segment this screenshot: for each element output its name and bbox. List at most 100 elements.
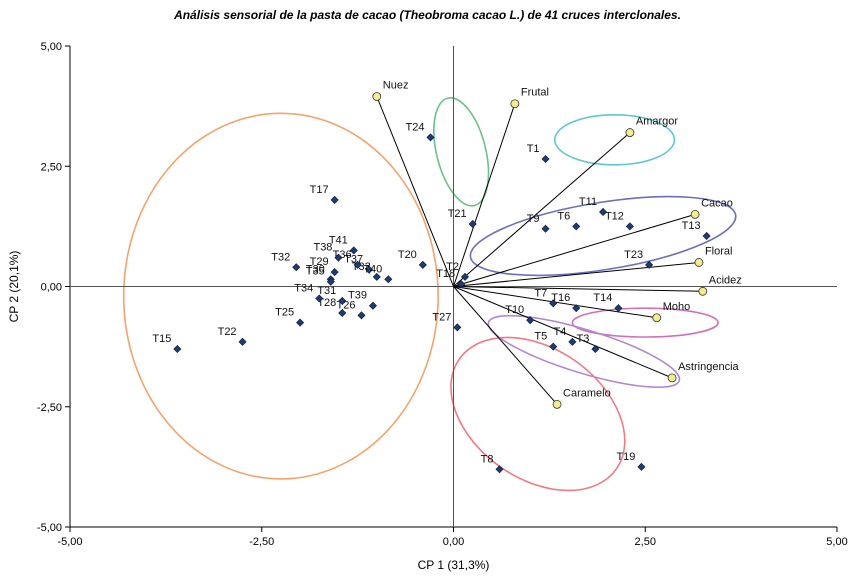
observation-point [368, 301, 377, 310]
observation-label: T31 [317, 285, 336, 297]
observation-label: T38 [313, 242, 332, 254]
observation-label: T14 [593, 292, 612, 304]
observation-points: T1 T2 T3 T4 T5 T6 T7 T8 T9 T10 T11 T12 T13 T14 T15 T16 T… [152, 121, 711, 474]
observation-label: T12 [605, 210, 624, 222]
observation-point [457, 280, 466, 289]
y-tick-label: 0,00 [41, 282, 62, 294]
variable-label: Nuez [383, 80, 409, 92]
observation-label: T22 [218, 326, 237, 338]
observation-point [173, 345, 182, 354]
observation-point [334, 253, 343, 262]
observation-point [637, 462, 646, 471]
observation-point [599, 207, 608, 216]
observation-label: T27 [432, 311, 451, 323]
chart-title-wrap: Análisis sensorial de la pasta de cacao … [0, 6, 855, 24]
variable-vector [453, 286, 703, 292]
observation-point [418, 260, 427, 269]
observation-point [330, 268, 339, 277]
observation-label: T4 [554, 326, 567, 338]
observation-label: T15 [152, 333, 171, 345]
observation-point [572, 222, 581, 231]
observation-point [315, 294, 324, 303]
observation-point [549, 299, 558, 308]
variable-point [552, 399, 562, 409]
group-ellipses [122, 97, 737, 492]
observation-point [453, 323, 462, 332]
variable-label: Floral [705, 245, 733, 257]
variable-label: Amargor [636, 116, 679, 128]
observation-label: T8 [481, 453, 494, 465]
observation-point [338, 296, 347, 305]
observation-label: T20 [398, 249, 417, 261]
observation-point [238, 337, 247, 346]
observation-label: T34 [294, 283, 313, 295]
variable-point [694, 258, 704, 267]
variable-point [698, 286, 708, 296]
variable-vectors [376, 96, 703, 405]
x-tick-label: 0,00 [443, 536, 464, 548]
variable-label: Cacao [701, 197, 733, 209]
variable-point [625, 128, 635, 137]
variable-point [372, 92, 382, 101]
variable-point [667, 373, 677, 383]
observation-point [568, 337, 577, 346]
observation-point [296, 318, 305, 327]
observation-label: T1 [527, 143, 540, 155]
chart-title: Análisis sensorial de la pasta de cacao … [174, 8, 681, 22]
variable-vector [453, 261, 699, 287]
observation-label: T35 [306, 266, 325, 278]
group-ellipse [122, 112, 439, 480]
observation-label: T2 [446, 261, 459, 273]
variable-label: Caramelo [563, 387, 611, 399]
observation-label: T25 [275, 307, 294, 319]
variable-label: Frutal [521, 87, 549, 99]
observation-label: T6 [557, 210, 570, 222]
group-ellipse [469, 195, 737, 277]
x-tick-label: -5,00 [57, 536, 82, 548]
axes: -5,00 -2,50 0,00 2,50 5,00 5,00 2,50 0,00 -2,50 -… [37, 41, 848, 548]
variable-vector [453, 132, 631, 287]
x-tick-label: 5,00 [826, 536, 847, 548]
variable-vector [453, 286, 558, 405]
variable-vector [453, 213, 696, 287]
group-ellipse [553, 113, 676, 166]
observation-point [353, 260, 362, 269]
observation-label: T9 [527, 213, 540, 225]
observation-point [460, 272, 470, 281]
variable-label: Astringencia [678, 361, 739, 373]
variable-point [652, 313, 662, 323]
observation-label: T40 [363, 263, 382, 275]
variable-point [510, 99, 520, 109]
observation-point [357, 311, 366, 320]
observation-point [591, 345, 600, 354]
variable-point [690, 209, 700, 219]
observation-label: T32 [271, 251, 290, 263]
observation-point [541, 224, 550, 233]
observation-point [541, 155, 550, 164]
y-tick-label: 5,00 [41, 41, 62, 53]
observation-point [625, 222, 634, 231]
observation-point [426, 133, 435, 142]
y-tick-label: -5,00 [37, 522, 62, 534]
observation-point [338, 308, 347, 317]
observation-label: T10 [505, 304, 524, 316]
observation-label: T7 [534, 287, 547, 299]
variable-points: Nuez Frutal Amargor Cacao Floral Acidez Moho As… [372, 80, 742, 409]
observation-label: T13 [682, 220, 701, 232]
variable-vector [453, 286, 673, 379]
group-ellipse [571, 307, 719, 338]
observation-point [614, 304, 623, 313]
observation-label: T17 [310, 184, 329, 196]
observation-label: T19 [616, 451, 635, 463]
y-tick-label: 2,50 [41, 161, 62, 173]
variable-label: Acidez [709, 274, 742, 286]
observation-label: T24 [406, 121, 425, 133]
y-axis-label: CP 2 (20,1%) [7, 251, 21, 323]
variable-vector [453, 103, 516, 287]
observation-point [468, 219, 477, 228]
observation-point [365, 265, 374, 274]
observation-point [645, 260, 654, 269]
observation-point [572, 304, 581, 313]
observation-label: T5 [534, 331, 547, 343]
observation-label: T41 [329, 234, 348, 246]
